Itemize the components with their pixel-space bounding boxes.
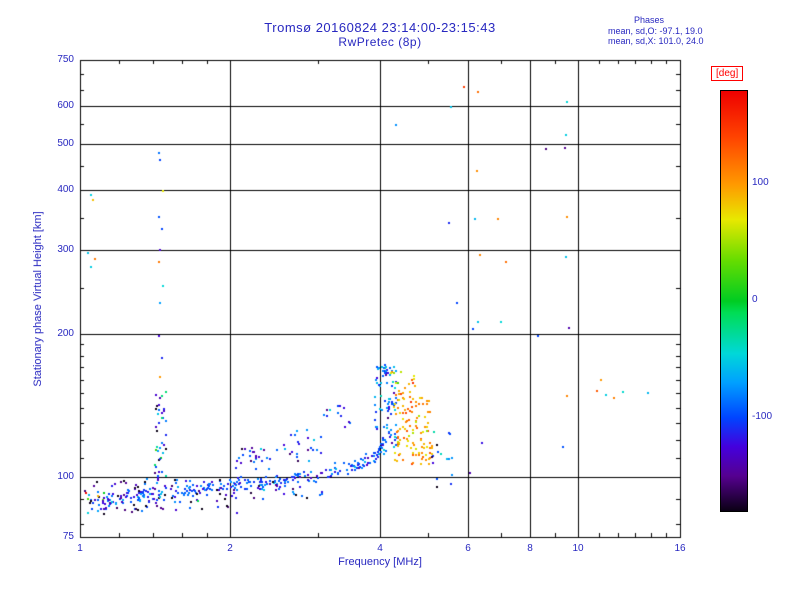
phase-stats-header: Phases xyxy=(634,15,665,25)
chart-title: Tromsø 20160824 23:14:00-23:15:43 xyxy=(264,20,496,35)
x-axis-title: Frequency [MHz] xyxy=(338,556,422,568)
phase-stats: Phases mean, sd,O: -97.1, 19.0 mean, sd,… xyxy=(608,15,794,47)
y-axis-title: Stationary phase Virtual Height [km] xyxy=(32,211,44,387)
chart-subtitle: RwPretec (8p) xyxy=(338,35,422,49)
colorbar-gradient xyxy=(720,90,748,512)
phase-stats-x-mode: mean, sd,X: 101.0, 24.0 xyxy=(608,36,704,46)
phase-stats-o-mode: mean, sd,O: -97.1, 19.0 xyxy=(608,25,703,36)
colorbar-unit-label: [deg] xyxy=(711,66,744,81)
